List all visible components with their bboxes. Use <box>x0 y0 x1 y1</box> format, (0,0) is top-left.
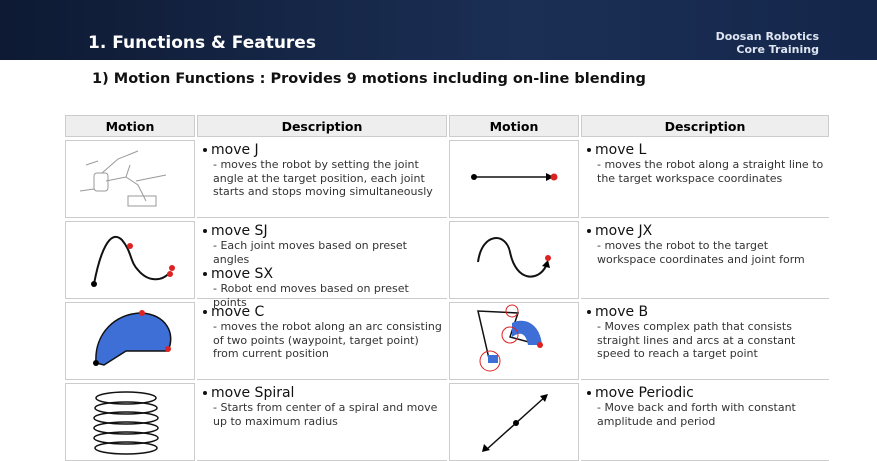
arc-icon <box>93 310 172 366</box>
description-cell: move SJ - Each joint moves based on prese… <box>197 221 447 309</box>
bullet <box>587 229 591 233</box>
motion-icon-cell <box>449 383 579 461</box>
motion-item: move B- Moves complex path that consists… <box>587 304 825 361</box>
description-cell: move B- Moves complex path that consists… <box>581 302 829 380</box>
motion-name-text: move SX <box>211 266 274 282</box>
motion-description: - Robot end moves based on preset points <box>213 282 409 309</box>
motion-name: move L <box>587 142 825 158</box>
motion-name-text: move C <box>211 304 265 320</box>
motion-name: move Periodic <box>587 385 825 401</box>
motion-name-text: move JX <box>595 223 653 239</box>
motion-item: move Periodic - Move back and forth with … <box>587 385 825 428</box>
motion-icon-cell <box>449 221 579 299</box>
spiral-icon <box>93 391 159 455</box>
motion-icon-cell <box>65 383 195 461</box>
line-icon <box>471 173 558 181</box>
column-header: Description <box>197 115 447 137</box>
motion-description: - moves the robot along a straight line … <box>597 158 824 185</box>
motion-description: - Move back and forth with constant ampl… <box>597 401 796 428</box>
motion-description: - Starts from center of a spiral and mov… <box>213 401 438 428</box>
motion-description: - moves the robot to the target workspac… <box>597 239 805 266</box>
motion-name: move SJ <box>203 223 443 239</box>
subtitle: 1) Motion Functions : Provides 9 motions… <box>92 71 646 87</box>
motion-item: move L- moves the robot along a straight… <box>587 142 825 185</box>
motion-description: - moves the robot along an arc consistin… <box>213 320 442 360</box>
bullet <box>587 148 591 152</box>
bullet <box>587 310 591 314</box>
motion-item: move SX - Robot end moves based on preset… <box>203 266 443 309</box>
bullet <box>203 310 207 314</box>
periodic-icon <box>482 394 548 452</box>
motion-icon-cell <box>65 302 195 380</box>
motion-icon-cell <box>65 221 195 299</box>
motion-icon-cell <box>449 302 579 380</box>
motion-name-text: move Periodic <box>595 385 694 401</box>
description-cell: move Periodic - Move back and forth with … <box>581 383 829 461</box>
motion-icon-cell <box>65 140 195 218</box>
motion-item: move C- moves the robot along an arc con… <box>203 304 443 361</box>
motion-description: - Moves complex path that consists strai… <box>597 320 796 360</box>
motion-name-text: move SJ <box>211 223 268 239</box>
brand-line: Doosan Robotics <box>715 30 819 43</box>
spline-icon <box>91 236 175 287</box>
motion-name: move B <box>587 304 825 320</box>
motion-item: move JX - moves the robot to the target w… <box>587 223 825 266</box>
motion-name: move JX <box>587 223 825 239</box>
column-header: Motion <box>449 115 579 137</box>
motion-description: - Each joint moves based on preset angle… <box>213 239 407 266</box>
motion-icon-cell <box>449 140 579 218</box>
motion-name: move J <box>203 142 443 158</box>
bullet <box>203 391 207 395</box>
header-title: 1. Functions & Features <box>88 33 316 53</box>
description-cell: move JX - moves the robot to the target w… <box>581 221 829 299</box>
brand-line: Core Training <box>736 43 819 56</box>
description-cell: move C- moves the robot along an arc con… <box>197 302 447 380</box>
motion-name-text: move Spiral <box>211 385 295 401</box>
column-header: Description <box>581 115 829 137</box>
bullet <box>203 148 207 152</box>
column-header: Motion <box>65 115 195 137</box>
spline-arrow-icon <box>477 237 551 278</box>
blend-icon <box>477 304 543 372</box>
bullet <box>587 391 591 395</box>
bullet <box>203 272 207 276</box>
robot-icon <box>79 150 167 207</box>
motion-item: move Spiral - Starts from center of a spi… <box>203 385 443 428</box>
motion-table: Motion Description Motion Description mo… <box>65 115 829 461</box>
header-bar <box>0 0 877 60</box>
motion-name-text: move L <box>595 142 647 158</box>
motion-name: move Spiral <box>203 385 443 401</box>
motion-name-text: move J <box>211 142 259 158</box>
motion-item: move J- moves the robot by setting the j… <box>203 142 443 199</box>
motion-name: move C <box>203 304 443 320</box>
description-cell: move Spiral - Starts from center of a spi… <box>197 383 447 461</box>
description-cell: move J- moves the robot by setting the j… <box>197 140 447 218</box>
motion-name-text: move B <box>595 304 649 320</box>
bullet <box>203 229 207 233</box>
motion-name: move SX <box>203 266 443 282</box>
motion-item: move SJ - Each joint moves based on prese… <box>203 223 443 266</box>
brand: Doosan Robotics Core Training <box>716 30 819 56</box>
description-cell: move L- moves the robot along a straight… <box>581 140 829 218</box>
motion-description: - moves the robot by setting the joint a… <box>213 158 433 198</box>
